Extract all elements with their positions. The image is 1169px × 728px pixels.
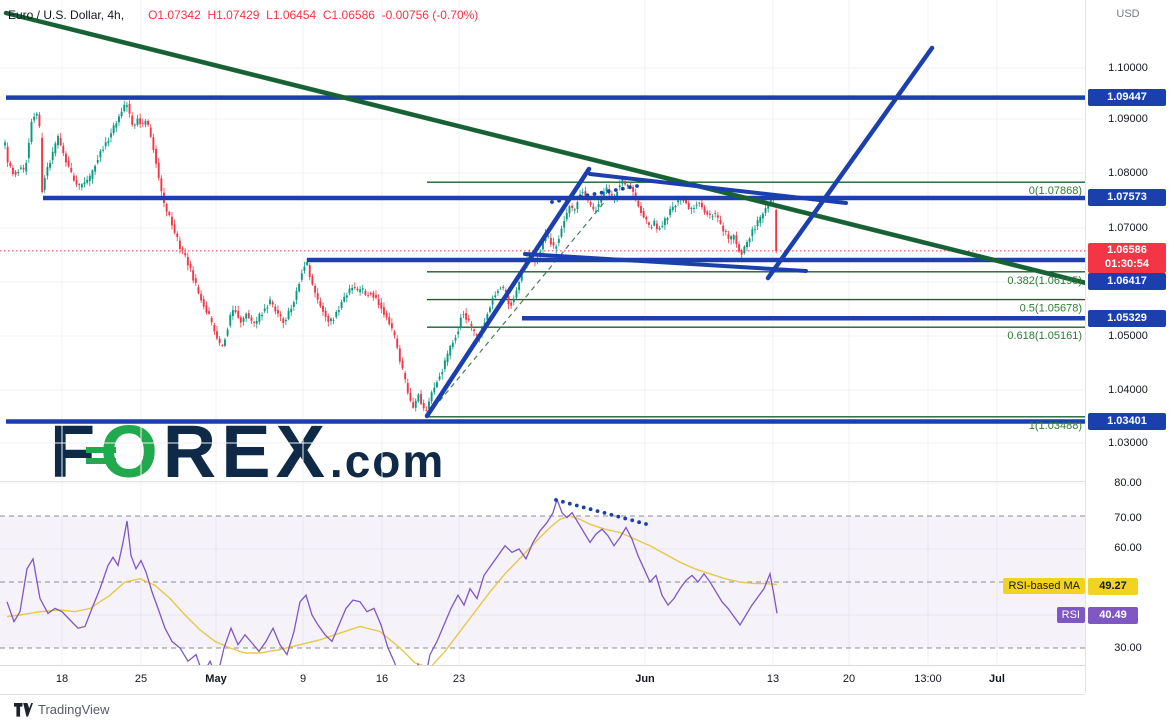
price-pane: 0(1.07868) 0.382(1.06195) 0.5(1.05678) 0.61… bbox=[0, 10, 1085, 432]
ohlc-values: O1.07342 H1.07429 L1.06454 C1.06586 -0.0… bbox=[148, 8, 479, 22]
fib-level-label: 1(1.03488) bbox=[1029, 420, 1082, 432]
symbol-title: Euro / U.S. Dollar, 4h, bbox=[8, 8, 125, 22]
time-axis-label: 25 bbox=[134, 673, 148, 685]
time-axis-label: 23 bbox=[452, 673, 466, 685]
time-axis-label: 9 bbox=[299, 673, 307, 685]
fib-level-label: 0.618(1.05161) bbox=[1007, 330, 1082, 342]
indicator-name-chip: RSI bbox=[1056, 607, 1085, 623]
axis-tick-label: 1.09000 bbox=[1108, 113, 1148, 125]
current-price-badge: 1.06586 01:30:54 bbox=[1088, 243, 1166, 273]
forex-o-icon: O bbox=[86, 410, 163, 493]
price-level-badge: 1.09447 bbox=[1088, 88, 1166, 106]
price-level-badge: 49.27 bbox=[1088, 577, 1138, 595]
fib-trend-dashed-line bbox=[427, 192, 613, 416]
tradingview-logo-text: TradingView bbox=[38, 702, 110, 717]
dotted-divergence-annotation bbox=[550, 184, 639, 204]
price-level-badge: 1.07573 bbox=[1088, 188, 1166, 206]
rsi-line bbox=[6, 497, 778, 665]
fib-level-label: 0(1.07868) bbox=[1029, 185, 1082, 197]
time-axis-label: Jun bbox=[635, 673, 655, 685]
time-axis-label: 18 bbox=[55, 673, 69, 685]
price-level-badge: 40.49 bbox=[1088, 606, 1138, 624]
gridlines bbox=[0, 0, 1085, 665]
price-level-badge: 1.06417 bbox=[1088, 272, 1166, 290]
time-axis-label: 13:00 bbox=[914, 673, 942, 685]
watermark-com: .com bbox=[329, 435, 446, 487]
axis-tick-label: 70.00 bbox=[1114, 512, 1142, 524]
trend-line bbox=[588, 172, 848, 205]
time-axis[interactable]: 18 25 May 9 16 23 Jun 13 20 13:00 Jul bbox=[0, 665, 1085, 695]
time-axis-label: 20 bbox=[842, 673, 856, 685]
time-axis-label: 13 bbox=[766, 673, 780, 685]
axis-tick-label: 1.10000 bbox=[1108, 62, 1148, 74]
trend-line bbox=[523, 252, 808, 273]
trend-line bbox=[765, 45, 935, 281]
time-axis-label: Jul bbox=[989, 673, 1005, 685]
forex-com-watermark: FOREX.com bbox=[50, 410, 446, 497]
price-level-badge: 1.05329 bbox=[1088, 309, 1166, 327]
watermark-letters: REX bbox=[162, 410, 330, 493]
symbol-legend[interactable]: Euro / U.S. Dollar, 4h, O1.07342 H1.07429… bbox=[8, 8, 478, 22]
axis-tick-label: 1.07000 bbox=[1108, 222, 1148, 234]
axis-tick-label: 30.00 bbox=[1114, 642, 1142, 654]
rsi-ma-line bbox=[6, 515, 778, 665]
axis-tick-label: 60.00 bbox=[1114, 542, 1142, 554]
time-axis-label: 16 bbox=[375, 673, 389, 685]
price-level-badge: 1.03401 bbox=[1088, 412, 1166, 430]
indicator-name-chip: RSI-based MA bbox=[1003, 578, 1085, 594]
trend-line bbox=[3, 10, 1085, 286]
currency-label: USD bbox=[1116, 8, 1140, 20]
time-axis-label: May bbox=[205, 673, 227, 685]
trend-line bbox=[424, 166, 592, 419]
rsi-pane bbox=[0, 497, 1085, 665]
axis-tick-label: 1.05000 bbox=[1108, 330, 1148, 342]
axis-tick-label: 1.04000 bbox=[1108, 384, 1148, 396]
tradingview-logo-icon bbox=[14, 702, 33, 717]
axis-tick-label: 1.08000 bbox=[1108, 167, 1148, 179]
chart-canvas[interactable]: 0(1.07868) 0.382(1.06195) 0.5(1.05678) 0.61… bbox=[0, 0, 1085, 665]
price-axis[interactable]: USD 1.10000 1.09000 1.08000 1.07000 1.05000 1… bbox=[1085, 0, 1169, 693]
dotted-divergence-annotation bbox=[554, 498, 648, 526]
tradingview-attribution[interactable]: TradingView bbox=[14, 702, 110, 717]
fib-level-label: 0.5(1.05678) bbox=[1020, 303, 1082, 315]
axis-tick-label: 80.00 bbox=[1114, 477, 1142, 489]
fib-level-label: 0.382(1.06195) bbox=[1007, 275, 1082, 287]
axis-tick-label: 1.03000 bbox=[1108, 437, 1148, 449]
